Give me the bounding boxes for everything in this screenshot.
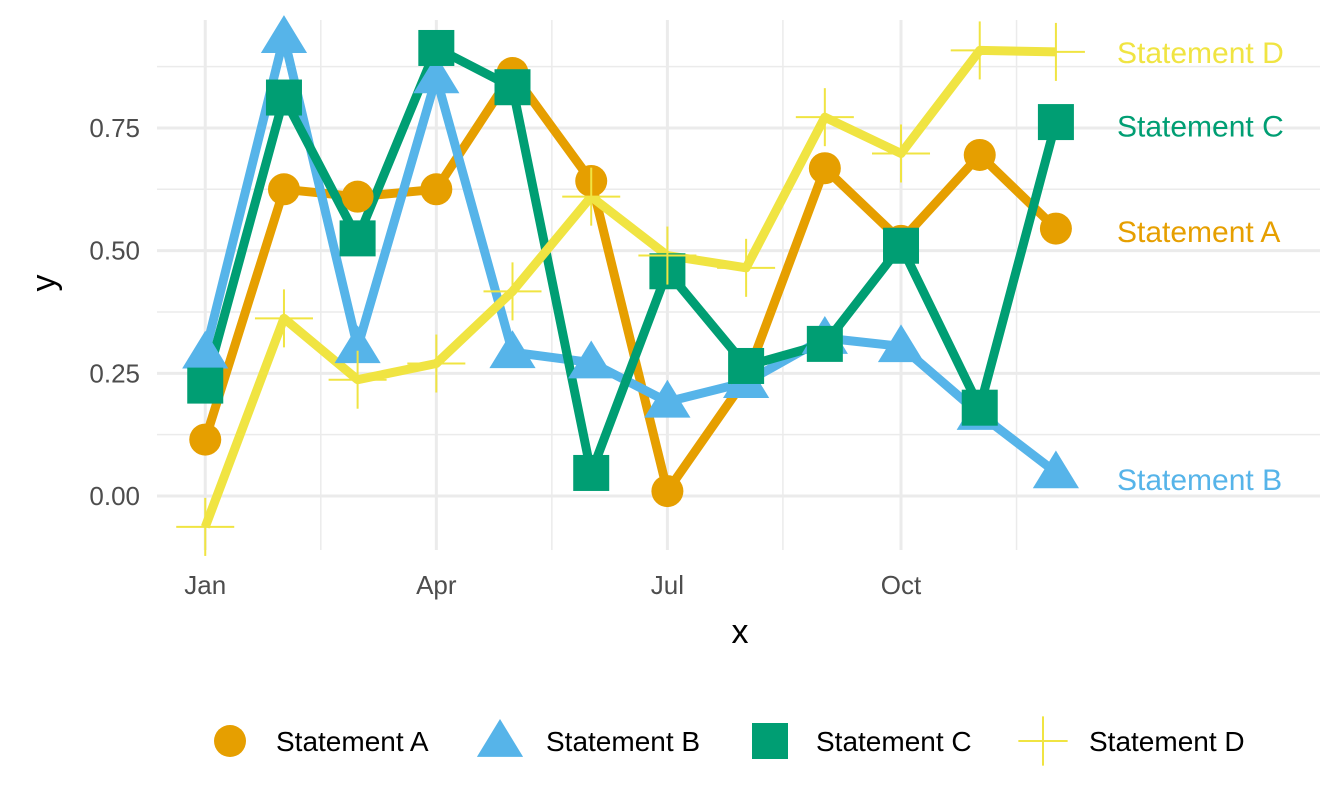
legend-key-statement-b [476,719,524,757]
y-tick-label: 0.50 [89,236,140,266]
data-point-statement-d [717,238,776,297]
data-point-statement-b [334,325,381,364]
data-point-statement-d [1026,22,1085,81]
data-point-statement-d [562,167,621,226]
data-point-statement-c [339,220,376,257]
y-tick-label: 0.00 [89,481,140,511]
data-point-statement-c [883,227,920,264]
legend-key-statement-d [1018,716,1068,766]
series-line-statement-d [201,45,1056,529]
y-tick-label: 0.75 [89,113,140,143]
data-point-statement-b [877,324,925,363]
data-point-statement-d [254,289,313,348]
data-point-statement-c [418,29,455,66]
legend-item-statement-c: Statement C [752,723,972,759]
legend: Statement A Statement B Statement C Stateme… [214,716,1245,766]
x-tick-label: Oct [881,570,922,600]
x-tick-label: Jul [651,570,684,600]
data-point-statement-a [420,173,453,206]
y-tick-label: 0.25 [89,358,140,388]
data-point-statement-d [638,226,697,285]
legend-label: Statement C [816,726,972,757]
legend-item-statement-b: Statement B [476,719,700,757]
data-point-statement-c [806,325,843,362]
data-point-statement-d [328,350,387,409]
data-point-statement-a [267,173,300,206]
data-point-statement-a [341,180,374,213]
data-point-statement-b [260,15,308,54]
end-labels: Statement D Statement C Statement A Stateme… [1117,37,1284,497]
legend-item-statement-a: Statement A [214,725,429,757]
data-point-statement-b [413,55,460,94]
x-tick-labels: Jan Apr Jul Oct [184,570,922,600]
x-tick-label: Apr [416,570,457,600]
series-line-statement-c [200,43,1061,478]
legend-label: Statement A [276,726,429,757]
data-point-statement-c [961,389,998,426]
legend-item-statement-d: Statement D [1018,716,1245,766]
data-point-statement-d [795,88,854,147]
series-lines [200,32,1061,529]
data-point-statement-a [808,152,841,185]
y-tick-labels: 0.00 0.25 0.50 0.75 [89,113,140,511]
data-point-statement-c [1037,104,1074,141]
x-axis-title: x [732,613,749,651]
series-markers [176,15,1085,556]
data-point-statement-c [187,367,224,404]
data-point-statement-d [872,124,931,183]
data-point-statement-b [489,330,536,369]
data-point-statement-d [483,262,542,321]
legend-label: Statement D [1089,726,1245,757]
data-point-statement-a [963,138,996,171]
x-tick-label: Jan [184,570,226,600]
y-axis-title: y [25,275,63,292]
data-point-statement-a [189,423,222,456]
data-point-statement-c [494,69,531,106]
data-point-statement-a [1039,212,1072,245]
data-point-statement-b [644,379,691,418]
data-point-statement-b [182,330,229,369]
data-point-statement-b [1032,450,1080,489]
data-point-statement-c [265,79,302,116]
end-label: Statement C [1117,111,1284,144]
data-point-statement-d [176,497,235,556]
data-point-statement-d [950,21,1009,80]
legend-key-statement-c [752,723,788,759]
legend-key-statement-a [214,725,246,757]
series-line-statement-a [200,68,1060,496]
end-label: Statement D [1117,37,1284,70]
data-point-statement-d [407,334,466,393]
end-label: Statement B [1117,464,1282,497]
data-point-statement-a [651,475,684,508]
data-point-statement-c [573,454,610,491]
end-label: Statement A [1117,216,1280,249]
series-line-statement-b [200,32,1059,477]
data-point-statement-c [728,347,765,384]
legend-label: Statement B [546,726,700,757]
data-point-statement-b [568,340,615,379]
